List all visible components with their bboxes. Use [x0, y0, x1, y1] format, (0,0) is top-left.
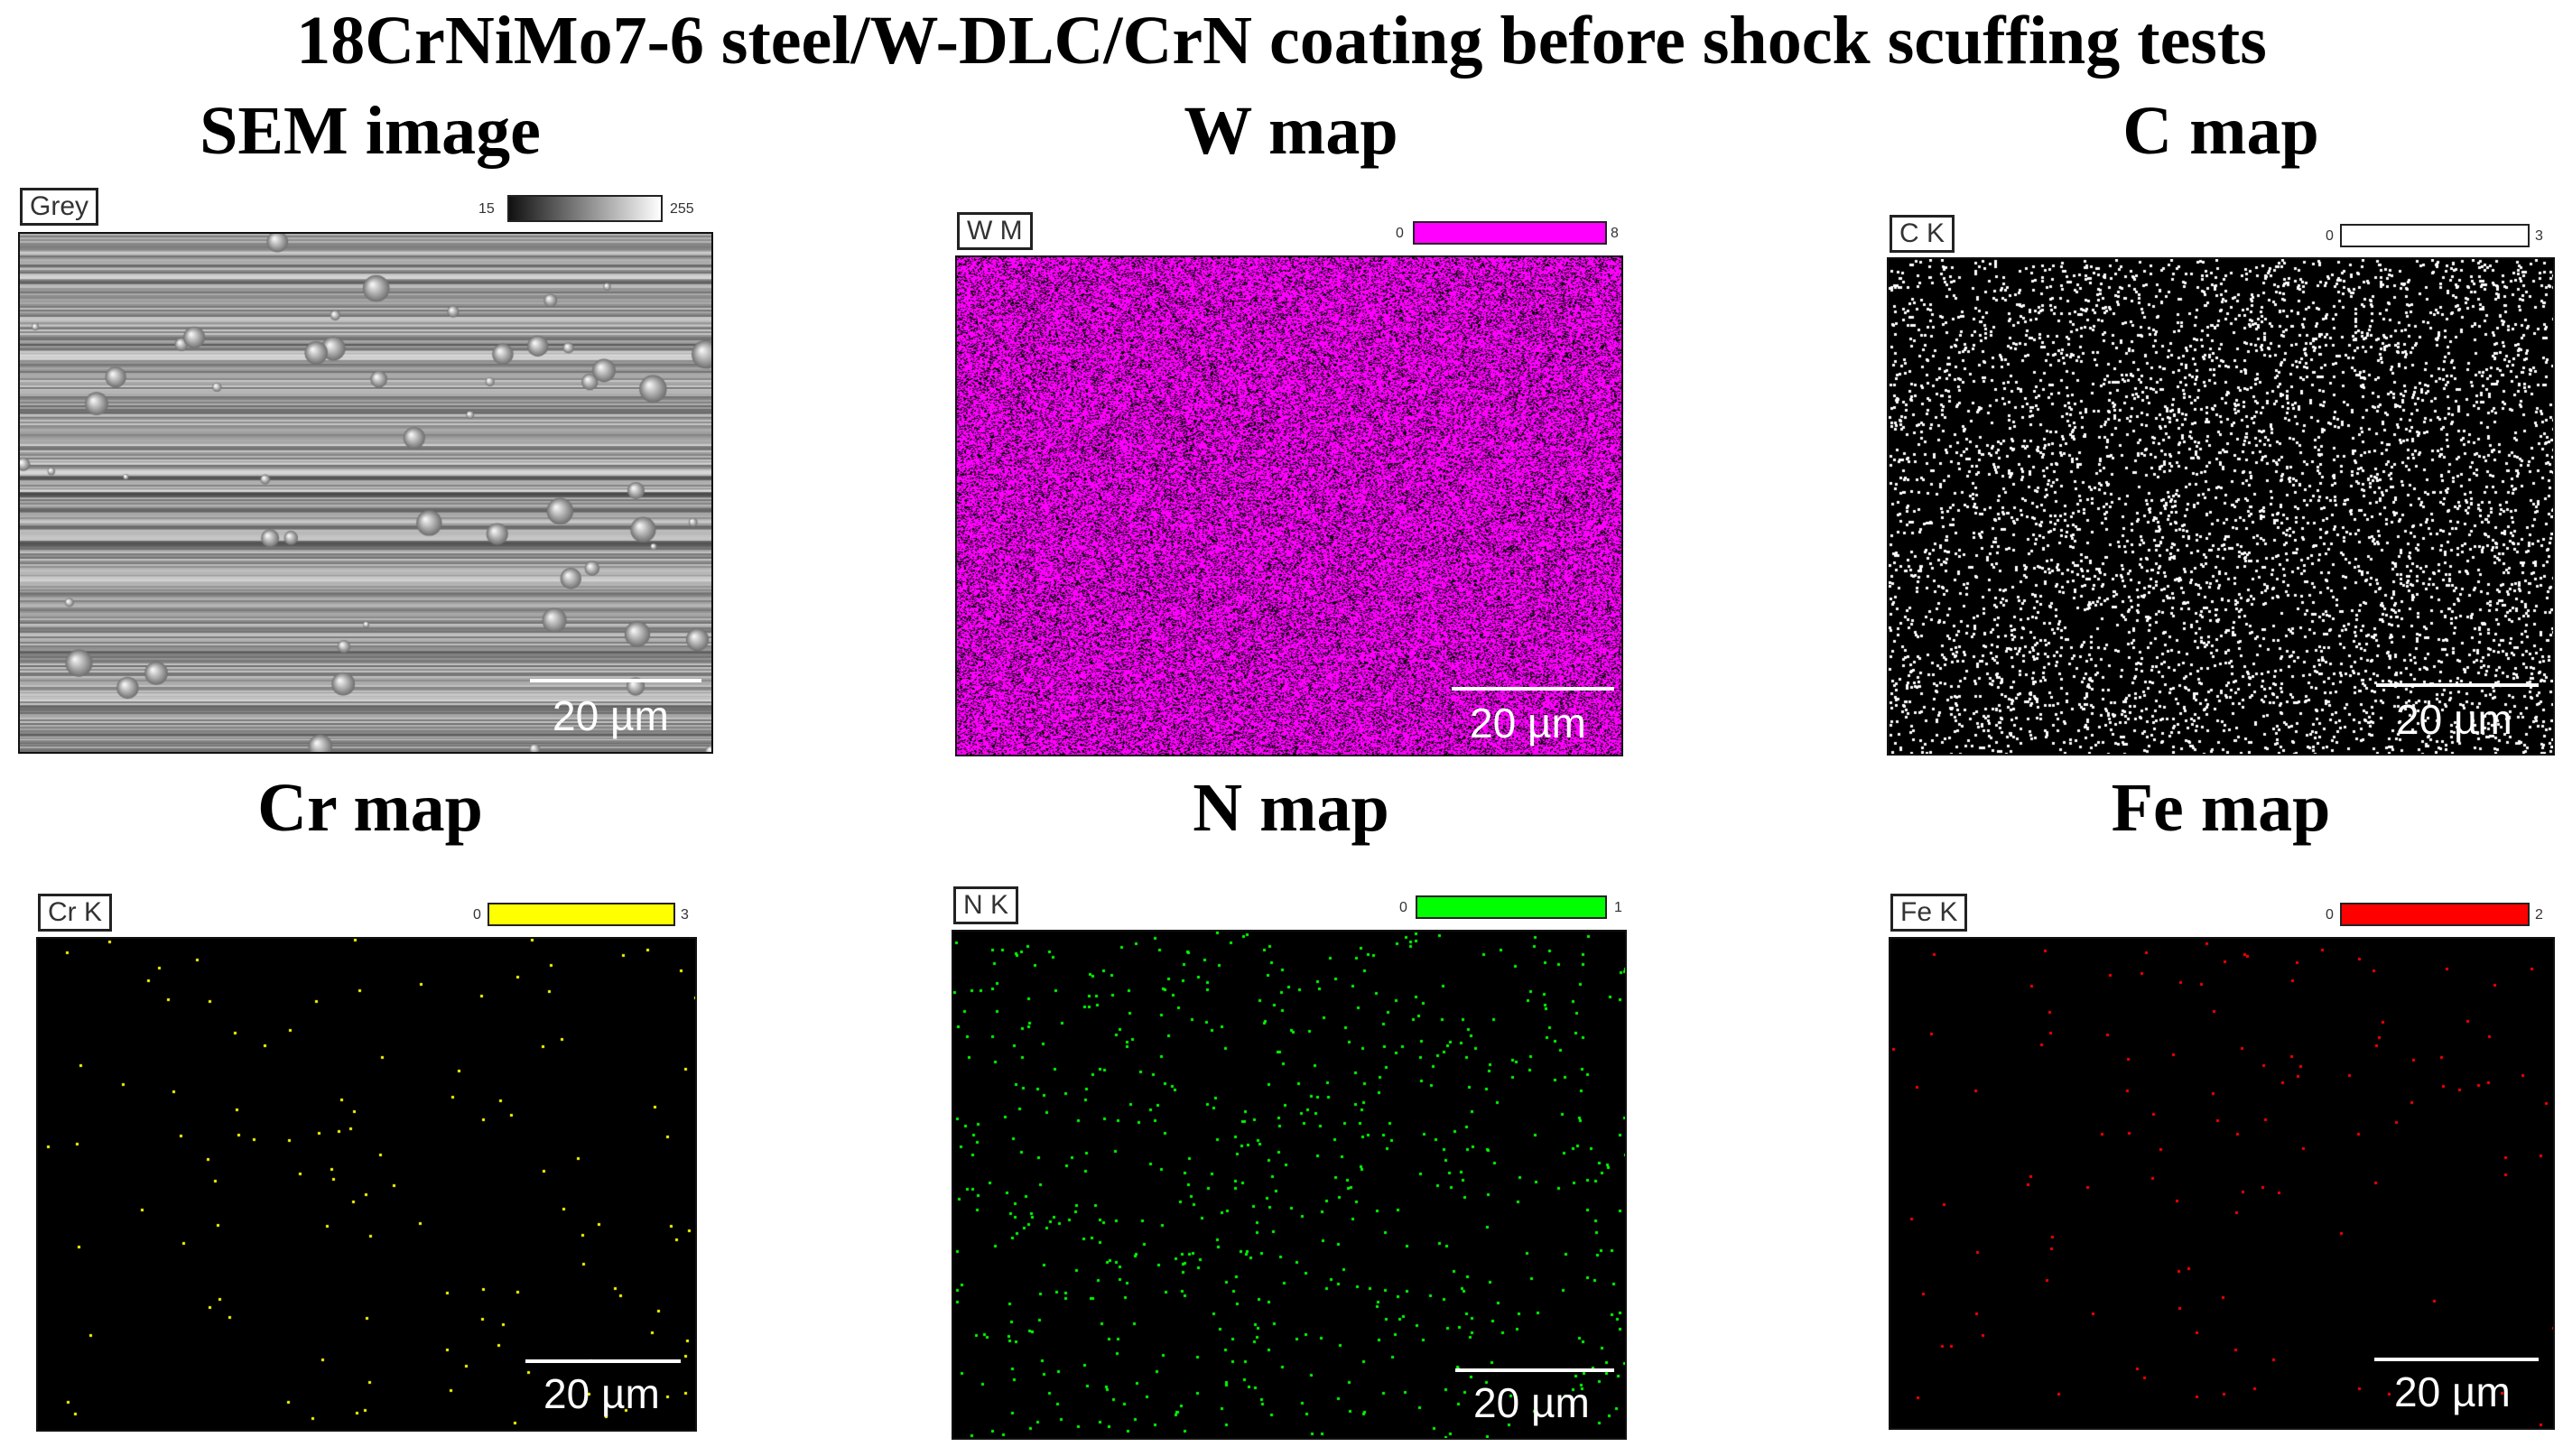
scale-bar-label-fe: 20 µm: [2394, 1368, 2511, 1415]
panel-tag-w: W M: [957, 212, 1033, 250]
w-map-image: 20 µm: [955, 255, 1623, 756]
scale-bar-sem: [530, 679, 701, 682]
scale-bar-c: [2376, 683, 2539, 687]
n-map-image: 20 µm: [952, 930, 1627, 1440]
panel-title-c: C map: [2122, 93, 2319, 169]
intensity-min-sem: 15: [478, 201, 495, 217]
intensity-bar-cr: [488, 903, 675, 926]
intensity-min-n: 0: [1399, 900, 1407, 915]
n-map-texture: [953, 932, 1625, 1438]
scale-bar-w: [1452, 687, 1614, 691]
scale-bar-label-n: 20 µm: [1473, 1379, 1590, 1426]
fe-map-texture: [1890, 939, 2553, 1428]
w-map-texture: [957, 257, 1621, 755]
intensity-max-c: 3: [2535, 228, 2543, 244]
intensity-min-w: 0: [1396, 226, 1404, 241]
cr-map-texture: [38, 939, 695, 1430]
intensity-min-c: 0: [2326, 228, 2334, 244]
scale-bar-label-sem: 20 µm: [553, 692, 669, 739]
intensity-bar-c: [2340, 224, 2530, 247]
intensity-bar-fe: [2340, 903, 2530, 926]
sem-texture: [20, 234, 711, 752]
scale-bar-label-w: 20 µm: [1470, 700, 1586, 747]
scale-bar-label-c: 20 µm: [2396, 696, 2512, 743]
intensity-min-cr: 0: [473, 907, 481, 923]
panel-tag-c: C K: [1890, 215, 1955, 253]
panel-tag-cr: Cr K: [38, 894, 112, 932]
intensity-max-sem: 255: [670, 201, 694, 217]
panel-tag-n: N K: [953, 886, 1019, 924]
fe-map-image: 20 µm: [1889, 937, 2555, 1430]
panel-title-n: N map: [1193, 770, 1389, 846]
intensity-max-w: 8: [1611, 226, 1619, 241]
scale-bar-n: [1455, 1368, 1614, 1372]
panel-tag-sem: Grey: [20, 188, 99, 226]
figure-title: 18CrNiMo7-6 steel/W-DLC/CrN coating befo…: [296, 3, 2267, 79]
intensity-max-n: 1: [1614, 900, 1622, 915]
intensity-bar-w: [1413, 221, 1607, 245]
panel-title-sem: SEM image: [200, 93, 541, 169]
sem-image: 20 µm: [18, 232, 713, 754]
c-map-image: 20 µm: [1887, 257, 2555, 756]
panel-title-fe: Fe map: [2111, 770, 2331, 846]
panel-title-cr: Cr map: [257, 770, 483, 846]
panel-tag-fe: Fe K: [1890, 894, 1968, 932]
scale-bar-cr: [525, 1359, 681, 1363]
intensity-min-fe: 0: [2326, 907, 2334, 923]
cr-map-image: 20 µm: [36, 937, 697, 1432]
intensity-bar-n: [1416, 895, 1607, 919]
intensity-max-cr: 3: [681, 907, 689, 923]
scale-bar-label-cr: 20 µm: [543, 1370, 660, 1417]
c-map-texture: [1889, 259, 2553, 754]
scale-bar-fe: [2374, 1358, 2539, 1361]
intensity-max-fe: 2: [2535, 907, 2543, 923]
intensity-bar-sem: [507, 195, 663, 222]
panel-title-w: W map: [1184, 93, 1398, 169]
